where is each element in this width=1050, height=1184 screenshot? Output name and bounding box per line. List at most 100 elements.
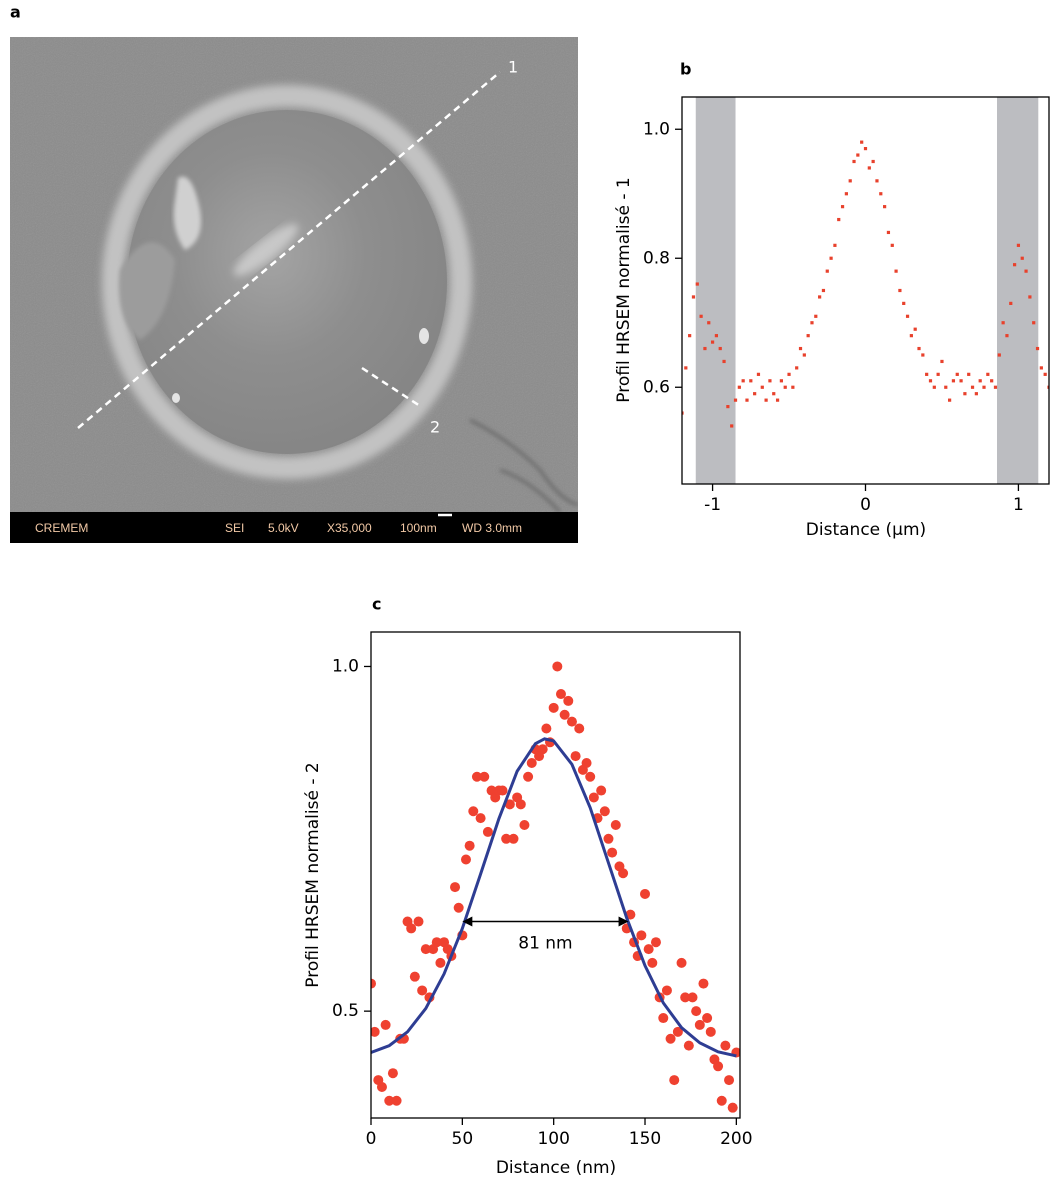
x-tick-label: 150 [629, 1129, 661, 1149]
point [875, 179, 879, 183]
point [959, 379, 963, 383]
point [570, 751, 581, 762]
point [833, 243, 837, 247]
point [818, 295, 822, 299]
point [772, 392, 776, 396]
point [741, 379, 745, 383]
point [475, 813, 486, 824]
point [844, 192, 848, 196]
x-tick-label: 0 [860, 495, 871, 515]
point [886, 230, 891, 235]
particle [419, 328, 429, 344]
point [898, 288, 902, 293]
shaded-region [997, 97, 1039, 484]
point [537, 744, 548, 755]
point [450, 882, 461, 893]
point [1005, 334, 1009, 338]
point [703, 346, 707, 351]
point [993, 385, 998, 389]
point [867, 166, 871, 170]
y-tick-label: 0.5 [332, 1001, 359, 1021]
point [636, 930, 647, 941]
point [596, 785, 607, 796]
point [501, 833, 512, 844]
point [814, 314, 818, 318]
point [640, 888, 651, 899]
point [552, 661, 563, 672]
point [718, 346, 722, 351]
point [753, 392, 757, 396]
point [837, 217, 841, 222]
point [764, 398, 768, 402]
point [806, 334, 810, 338]
point [420, 944, 431, 955]
point [523, 771, 534, 782]
point [825, 269, 829, 273]
defect [173, 176, 201, 250]
point [464, 840, 475, 851]
point [967, 372, 971, 376]
point [548, 702, 559, 713]
point [928, 379, 933, 383]
point [768, 379, 772, 383]
point [810, 321, 814, 325]
y-tick-label: 0.6 [643, 377, 670, 397]
point [1028, 295, 1032, 299]
point [599, 806, 610, 817]
point [650, 937, 661, 948]
point [691, 1006, 702, 1017]
point [730, 424, 734, 428]
point [460, 854, 471, 865]
point [676, 957, 687, 968]
point [1020, 256, 1024, 260]
y-axis-label: Profil HRSEM normalisé - 1 [614, 177, 634, 402]
point [431, 937, 442, 948]
point [658, 1013, 669, 1024]
point [890, 243, 894, 247]
x-axis-label: Distance (nm) [496, 1158, 616, 1178]
point [714, 334, 719, 338]
point [413, 916, 424, 927]
point [917, 346, 921, 351]
point [409, 971, 420, 982]
point [665, 1033, 676, 1044]
point [588, 792, 599, 803]
plot-frame [681, 96, 1050, 485]
x-axis-label: Distance (µm) [806, 520, 926, 540]
sem-image: 1 2 [10, 37, 578, 512]
arrow-head [618, 916, 629, 927]
point [860, 140, 864, 144]
point [371, 978, 376, 989]
crater [127, 110, 447, 454]
point [555, 689, 566, 700]
plot-frame [370, 631, 741, 1119]
point [519, 820, 530, 831]
point [722, 359, 726, 364]
point [672, 1026, 683, 1037]
point [559, 709, 570, 720]
point [948, 398, 952, 402]
point [688, 334, 692, 338]
point [879, 192, 883, 196]
point [775, 398, 780, 402]
point [1012, 263, 1017, 267]
point [852, 159, 856, 164]
point [787, 372, 791, 376]
point [391, 1095, 402, 1106]
point [607, 847, 618, 858]
point [944, 385, 948, 389]
point [871, 159, 875, 164]
ring [102, 85, 472, 479]
point [406, 923, 417, 934]
point [883, 205, 887, 209]
point [1035, 346, 1040, 351]
point [856, 153, 860, 157]
plot-area [371, 661, 740, 1113]
point [471, 771, 482, 782]
point [384, 1095, 395, 1106]
point [737, 385, 741, 389]
point [840, 205, 845, 209]
point [905, 314, 910, 318]
point [986, 372, 990, 376]
